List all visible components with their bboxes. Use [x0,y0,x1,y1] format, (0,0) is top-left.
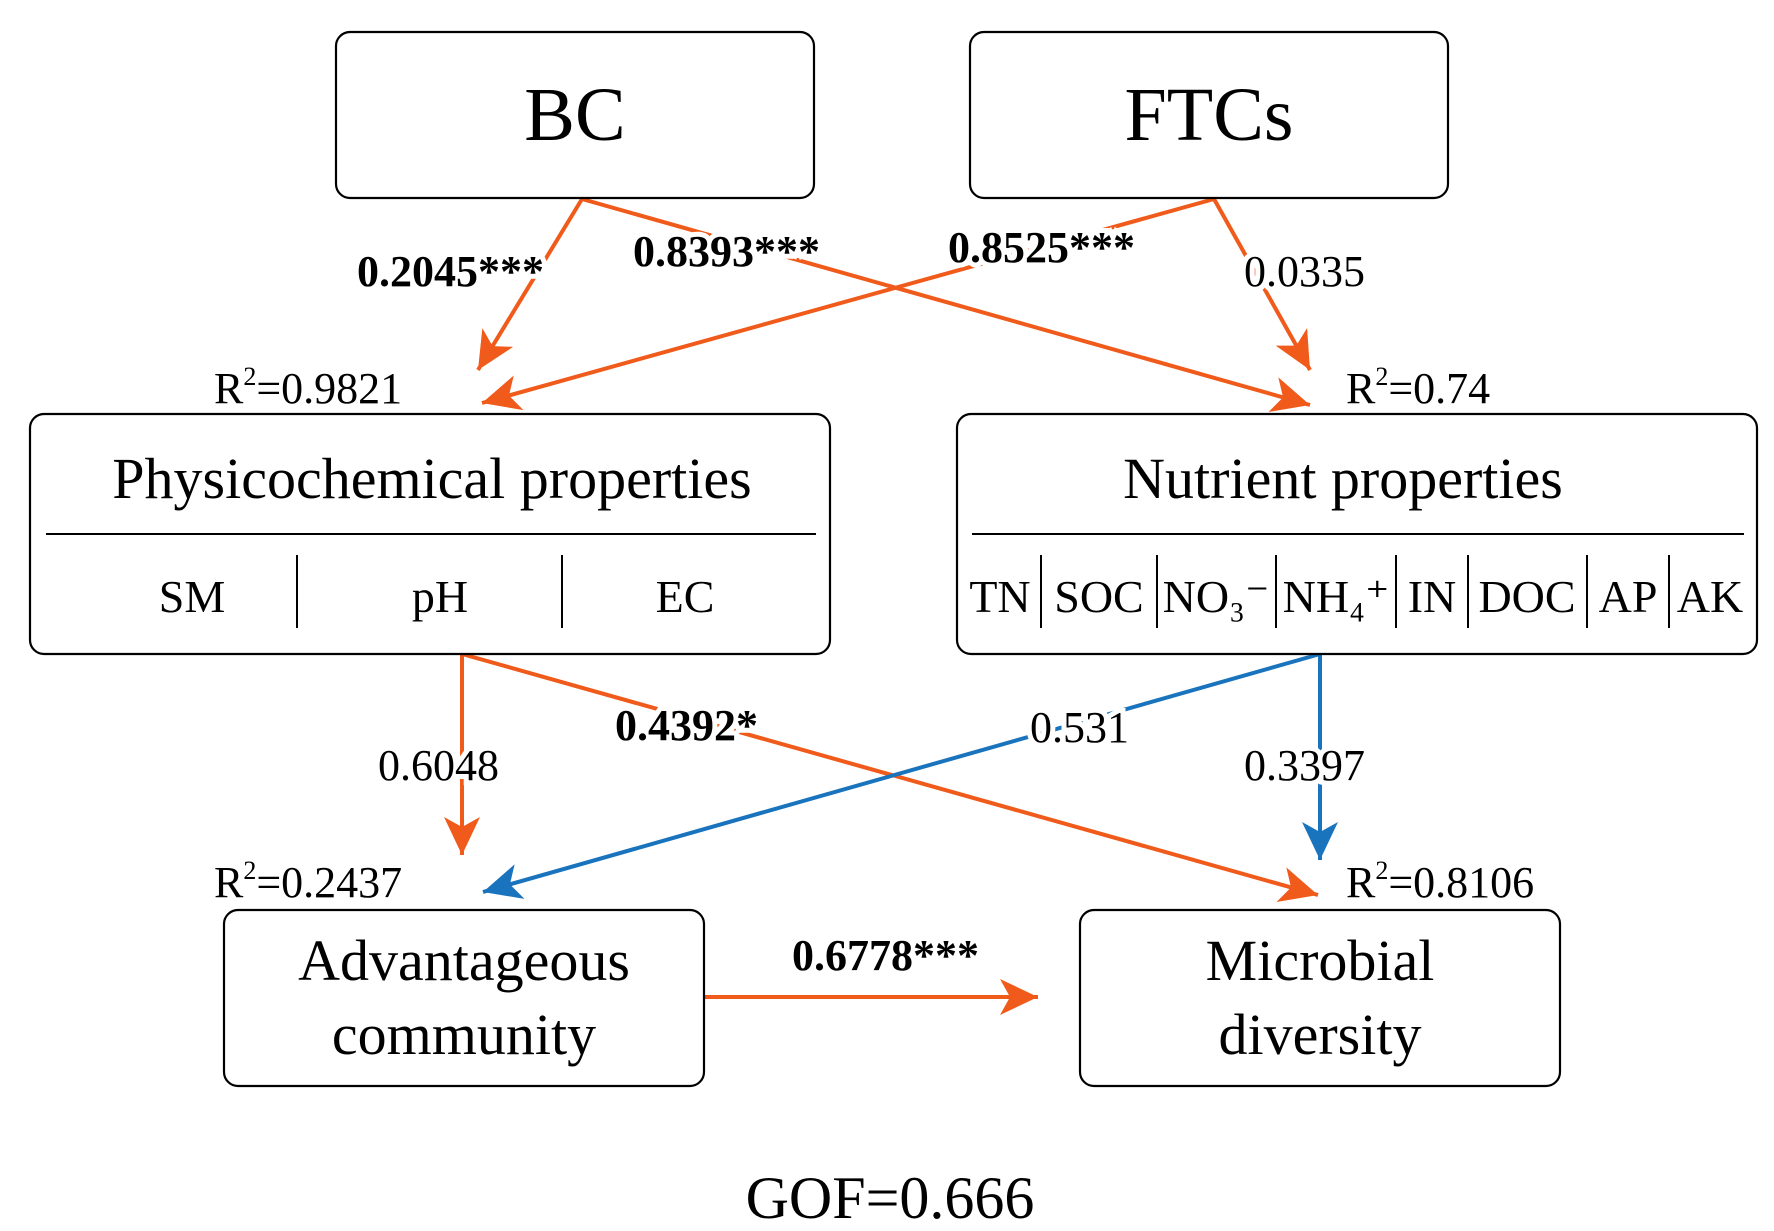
r2-physicochemical: R2=0.9821 [214,362,402,413]
arrow-ftcs-to-physicochemical [481,197,1215,411]
indicator-sm: SM [159,571,225,622]
gof-label: GOF=0.666 [746,1165,1035,1231]
indicator-ak: AK [1677,571,1743,622]
indicator-nh4: NH₄⁺ [1283,571,1390,622]
indicator-ph: pH [412,571,468,622]
indicator-no3: NO₃⁻ [1163,571,1270,622]
node-nutrient-label: Nutrient properties [1123,446,1563,511]
indicator-soc: SOC [1054,571,1143,622]
node-microbial-label-line2: diversity [1219,1002,1422,1067]
indicator-tn: TN [969,571,1030,622]
coef-physicochemical-microbial: 0.4392* [615,701,758,750]
node-physicochemical: Physicochemical properties SM pH EC [28,412,832,656]
node-ftcs: FTCs [968,30,1450,200]
arrow-bc-to-nutrient [581,197,1311,412]
coef-physicochemical-advantageous: 0.6048 [378,741,499,790]
arrow-ftcs-to-nutrient [1212,198,1312,371]
coef-advantageous-microbial: 0.6778*** [792,931,979,980]
coef-nutrient-advantageous: 0.531 [1030,703,1129,752]
coef-bc-physicochemical: 0.2045*** [357,247,544,296]
node-bc: BC [334,30,816,200]
r2-advantageous: R2=0.2437 [214,856,402,907]
node-advantageous-label-line2: community [332,1002,596,1067]
path-arrows [444,197,1338,1015]
coef-nutrient-microbial: 0.3397 [1244,741,1365,790]
node-advantageous-label-line1: Advantageous [298,928,630,993]
node-bc-label: BC [524,73,625,157]
coef-ftcs-nutrient: 0.0335 [1244,247,1365,296]
indicator-ap: AP [1599,571,1658,622]
indicator-in: IN [1408,571,1457,622]
arrow-bc-to-physicochemical [476,197,584,372]
r2-nutrient: R2=0.74 [1346,362,1490,413]
node-microbial: Microbial diversity [1078,908,1562,1088]
node-advantageous: Advantageous community [222,908,706,1088]
indicator-ec: EC [656,571,715,622]
node-nutrient: Nutrient properties TN SOC NO₃⁻ NH₄⁺ IN … [955,412,1759,656]
coef-ftcs-physicochemical: 0.8525*** [948,223,1135,272]
node-physicochemical-label: Physicochemical properties [112,446,751,511]
r2-microbial: R2=0.8106 [1346,856,1534,907]
indicator-doc: DOC [1478,571,1575,622]
coef-bc-nutrient: 0.8393*** [633,227,820,276]
arrow-nutrient-to-advantageous [482,652,1321,899]
node-ftcs-label: FTCs [1125,73,1294,157]
coefficient-labels: 0.2045*** 0.8393*** 0.8525*** 0.0335 0.6… [352,218,1370,985]
node-microbial-label-line1: Microbial [1206,928,1435,993]
